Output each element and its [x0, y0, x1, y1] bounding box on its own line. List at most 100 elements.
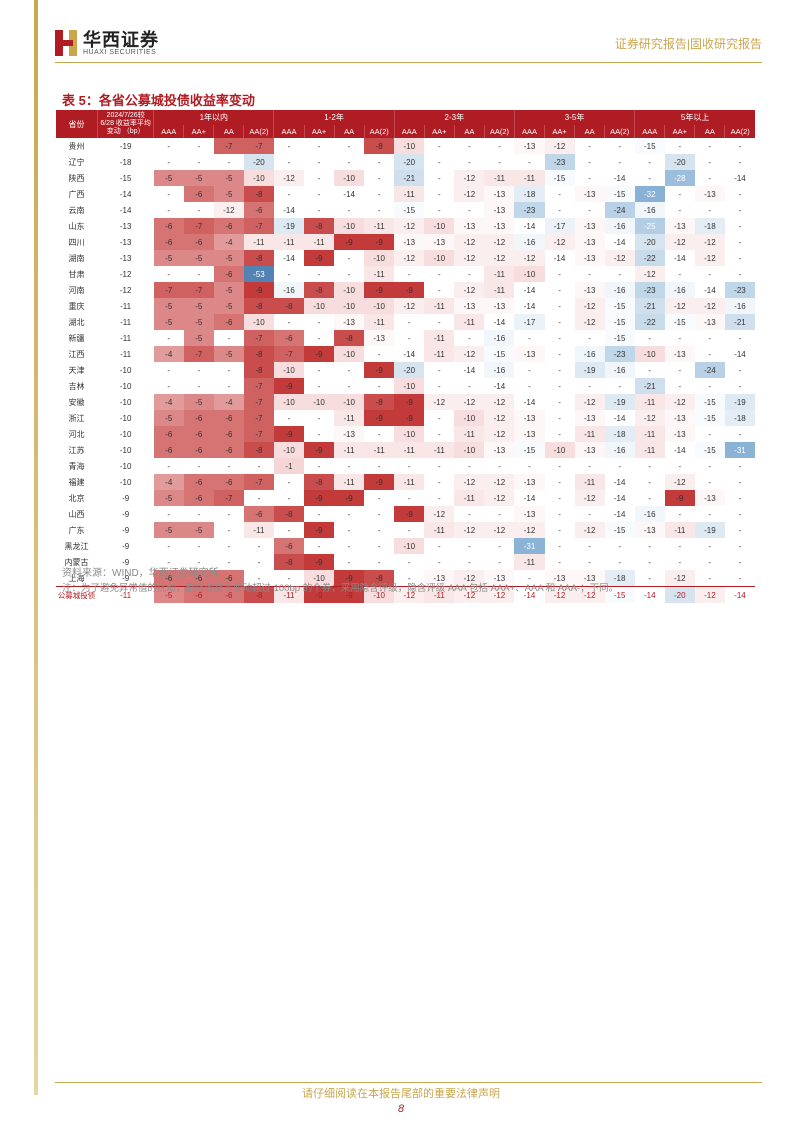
table-row: 湖南-13-5-5-5-8-14-9--10-12-10-12-12-12-14… [56, 250, 756, 266]
cell-value: - [214, 522, 244, 538]
cell-value: -6 [184, 490, 214, 506]
cell-value: -12 [424, 506, 454, 522]
cell-avg: -13 [98, 218, 154, 234]
cell-province: 湖北 [56, 314, 98, 330]
cell-value: -7 [184, 282, 214, 298]
cell-value: -6 [244, 202, 274, 218]
cell-value: - [695, 570, 725, 587]
cell-value: -17 [545, 218, 575, 234]
cell-value: - [605, 554, 635, 570]
cell-value: -13 [575, 250, 605, 266]
cell-value: - [575, 170, 605, 186]
cell-value: -5 [154, 250, 184, 266]
cell-value: -7 [244, 218, 274, 234]
cell-value: -14 [605, 234, 635, 250]
cell-value: - [725, 538, 755, 554]
cell-value: -16 [575, 346, 605, 362]
cell-value: - [364, 458, 394, 474]
cell-value: -6 [184, 474, 214, 490]
cell-province: 河北 [56, 426, 98, 442]
cell-value: -10 [394, 138, 424, 154]
th-group-1: 1-2年 [274, 110, 394, 125]
cell-value: -21 [635, 378, 665, 394]
th-sub: AA(2) [244, 125, 274, 138]
cell-value: -19 [274, 218, 304, 234]
cell-value: - [274, 410, 304, 426]
cell-value: - [545, 314, 575, 330]
cell-value: -11 [334, 474, 364, 490]
cell-value: -12 [454, 346, 484, 362]
cell-value: -10 [334, 170, 364, 186]
cell-value: - [575, 506, 605, 522]
cell-value: -6 [184, 234, 214, 250]
cell-value: -7 [274, 346, 304, 362]
cell-value: -14 [725, 346, 755, 362]
cell-value: - [304, 314, 334, 330]
cell-value: - [424, 538, 454, 554]
cell-value: - [665, 186, 695, 202]
cell-value: - [695, 474, 725, 490]
cell-value: -11 [364, 442, 394, 458]
logo: 华西证券 HUAXI SECURITIES [55, 30, 159, 56]
cell-value: -15 [635, 138, 665, 154]
cell-value: -13 [484, 218, 514, 234]
cell-value: - [635, 490, 665, 506]
cell-province: 甘肃 [56, 266, 98, 282]
cell-value: -9 [394, 410, 424, 426]
th-change: 2024/7/26较6/28 收益率平均变动 （bp） [98, 110, 154, 138]
cell-value: -5 [154, 522, 184, 538]
cell-value: -31 [725, 442, 755, 458]
cell-value: - [545, 506, 575, 522]
cell-value: -15 [605, 298, 635, 314]
cell-value: - [274, 138, 304, 154]
cell-value: -12 [695, 298, 725, 314]
cell-value: - [424, 362, 454, 378]
cell-value: -14 [605, 170, 635, 186]
cell-value: -12 [454, 186, 484, 202]
cell-value: - [725, 522, 755, 538]
cell-value: - [304, 138, 334, 154]
th-sub: AAA [514, 125, 544, 138]
th-group-0: 1年以内 [154, 110, 274, 125]
cell-value: -12 [575, 490, 605, 506]
cell-value: - [334, 154, 364, 170]
cell-value: -5 [214, 346, 244, 362]
cell-value: - [334, 266, 364, 282]
table-row: 浙江-10-5-6-6-7---11-9-9--10-12-13--13-14-… [56, 410, 756, 426]
cell-value: - [635, 554, 665, 570]
cell-value: -5 [154, 170, 184, 186]
cell-province: 河南 [56, 282, 98, 298]
cell-value: -25 [635, 218, 665, 234]
cell-value: -16 [605, 442, 635, 458]
cell-value: -15 [665, 314, 695, 330]
cell-value: -11 [424, 298, 454, 314]
cell-value: -13 [514, 138, 544, 154]
cell-value: - [484, 138, 514, 154]
cell-value: - [184, 378, 214, 394]
cell-value: -11 [514, 170, 544, 186]
cell-province: 北京 [56, 490, 98, 506]
cell-value: - [304, 202, 334, 218]
cell-value: - [364, 346, 394, 362]
cell-value: -18 [605, 426, 635, 442]
cell-value: -7 [244, 474, 274, 490]
cell-avg: -11 [98, 314, 154, 330]
cell-avg: -10 [98, 458, 154, 474]
cell-value: - [635, 458, 665, 474]
cell-value: -12 [274, 170, 304, 186]
table-title: 表 5：各省公募城投债收益率变动 [62, 90, 255, 109]
cell-value: -6 [184, 426, 214, 442]
cell-avg: -15 [98, 170, 154, 186]
th-sub: AA [334, 125, 364, 138]
cell-value: -10 [334, 282, 364, 298]
table-row: 辽宁-18----20-----20-----23----20-- [56, 154, 756, 170]
cell-value: -20 [665, 154, 695, 170]
cell-value: -21 [394, 170, 424, 186]
cell-value: -11 [334, 442, 364, 458]
cell-value: - [154, 362, 184, 378]
cell-value: - [725, 554, 755, 570]
cell-value: -13 [334, 314, 364, 330]
cell-value: -1 [274, 458, 304, 474]
cell-value: - [424, 378, 454, 394]
cell-value: -12 [575, 298, 605, 314]
